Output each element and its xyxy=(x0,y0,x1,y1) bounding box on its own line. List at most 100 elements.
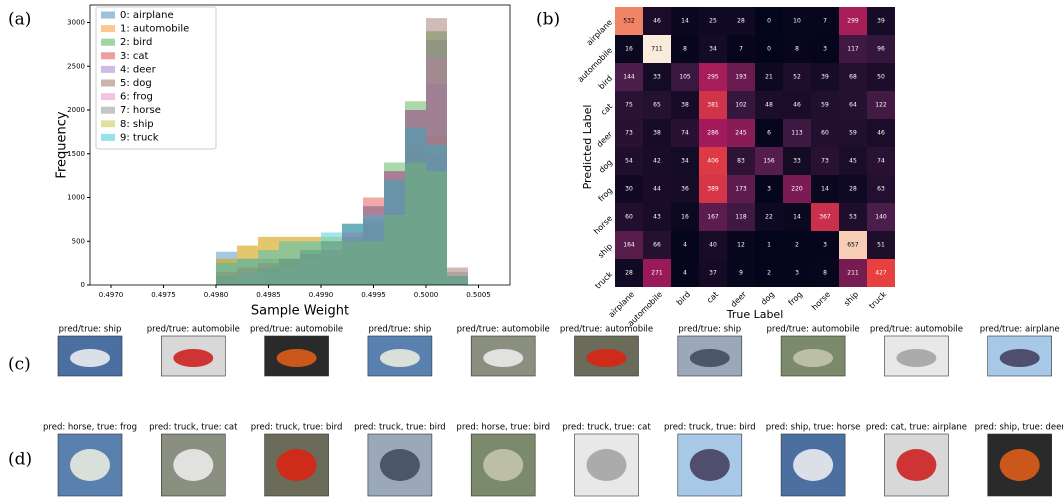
legend-swatch xyxy=(101,52,115,59)
cell-value: 7 xyxy=(739,46,743,53)
legend-swatch xyxy=(101,39,115,46)
cell-value: 406 xyxy=(707,158,719,165)
cell-value: 40 xyxy=(709,242,717,249)
cell-value: 122 xyxy=(875,102,887,109)
cell-value: 14 xyxy=(793,214,801,221)
image-object xyxy=(690,449,730,481)
cell-value: 65 xyxy=(653,102,661,109)
image-object xyxy=(1000,449,1040,481)
image-caption: pred: truck, true: cat xyxy=(562,423,651,433)
cell-value: 0 xyxy=(767,18,771,25)
cell-value: 53 xyxy=(849,214,857,221)
cell-value: 45 xyxy=(849,158,857,165)
cell-value: 34 xyxy=(709,46,717,53)
image-caption: pred/true: automobile xyxy=(250,325,343,335)
image-caption: pred: ship, true: deer xyxy=(975,423,1063,433)
cell-value: 73 xyxy=(821,158,829,165)
y-tick-label: 500 xyxy=(72,237,85,245)
cell-value: 2 xyxy=(795,242,799,249)
cell-value: 6 xyxy=(767,130,771,137)
image-object xyxy=(690,349,730,367)
cell-value: 43 xyxy=(653,214,661,221)
cell-value: 3 xyxy=(795,270,799,277)
histogram-bar xyxy=(384,180,405,285)
image-caption: pred: truck, true: cat xyxy=(149,423,238,433)
cell-value: 37 xyxy=(709,270,717,277)
figure: (a) (b) (c) (d) 0.49700.49750.49800.4985… xyxy=(0,0,1063,500)
cell-value: 381 xyxy=(707,102,719,109)
image-object xyxy=(587,449,627,481)
image-caption: pred/true: automobile xyxy=(457,325,550,335)
cell-value: 14 xyxy=(821,186,829,193)
cell-value: 74 xyxy=(877,158,885,165)
cell-value: 34 xyxy=(681,158,689,165)
cell-value: 4 xyxy=(683,242,687,249)
cell-value: 42 xyxy=(653,158,661,165)
cell-value: 22 xyxy=(765,214,773,221)
cell-value: 102 xyxy=(735,102,747,109)
x-tick-label: 0.4970 xyxy=(99,291,124,299)
legend-label: 1: automobile xyxy=(120,24,189,35)
cell-value: 711 xyxy=(651,46,663,53)
cell-value: 220 xyxy=(791,186,803,193)
legend-swatch xyxy=(101,93,115,100)
cell-value: 367 xyxy=(819,214,831,221)
cell-value: 657 xyxy=(847,242,859,249)
cell-value: 14 xyxy=(681,18,689,25)
legend-label: 9: truck xyxy=(120,132,159,143)
histogram-bar xyxy=(405,128,426,286)
image-object xyxy=(793,349,833,367)
cell-value: 10 xyxy=(793,18,801,25)
cell-value: 66 xyxy=(653,242,661,249)
cell-value: 54 xyxy=(625,158,633,165)
cell-value: 96 xyxy=(877,46,885,53)
x-tick-label: dog xyxy=(759,290,776,307)
cell-value: 16 xyxy=(681,214,689,221)
image-caption: pred: ship, true: horse xyxy=(766,423,861,433)
cell-value: 3 xyxy=(823,46,827,53)
cell-value: 74 xyxy=(681,130,689,137)
cell-value: 4 xyxy=(683,270,687,277)
legend-swatch xyxy=(101,80,115,87)
cell-value: 44 xyxy=(653,186,661,193)
cell-value: 193 xyxy=(735,74,747,81)
cell-value: 299 xyxy=(847,18,859,25)
cell-value: 0 xyxy=(767,46,771,53)
legend-swatch xyxy=(101,25,115,32)
cell-value: 39 xyxy=(821,74,829,81)
cell-value: 73 xyxy=(625,130,633,137)
cell-value: 46 xyxy=(793,102,801,109)
cell-value: 50 xyxy=(877,74,885,81)
x-tick-label: 0.5000 xyxy=(414,291,439,299)
cell-value: 9 xyxy=(739,270,743,277)
y-tick-label: cat xyxy=(599,102,614,117)
image-caption: pred: truck, true: bird xyxy=(251,423,343,433)
cell-value: 173 xyxy=(735,186,747,193)
cell-value: 39 xyxy=(877,18,885,25)
cell-value: 167 xyxy=(707,214,719,221)
image-object xyxy=(483,449,523,481)
y-axis-label: Frequency xyxy=(55,111,70,178)
histogram-bar xyxy=(237,259,258,285)
histogram-bar xyxy=(216,263,237,285)
cell-value: 211 xyxy=(847,270,859,277)
cell-value: 8 xyxy=(683,46,687,53)
cell-value: 144 xyxy=(623,74,635,81)
y-tick-label: ship xyxy=(596,242,614,260)
y-tick-label: 1000 xyxy=(67,194,85,202)
x-tick-label: 0.4985 xyxy=(256,291,281,299)
cell-value: 140 xyxy=(875,214,887,221)
legend-label: 7: horse xyxy=(120,105,161,116)
cell-value: 12 xyxy=(737,242,745,249)
cell-value: 60 xyxy=(821,130,829,137)
image-caption: pred: cat, true: airplane xyxy=(866,423,967,433)
legend-label: 0: airplane xyxy=(120,10,174,21)
cell-value: 75 xyxy=(625,102,633,109)
cell-value: 245 xyxy=(735,130,747,137)
x-tick-label: 0.4995 xyxy=(361,291,386,299)
image-object xyxy=(587,349,627,367)
image-caption: pred/true: automobile xyxy=(767,325,860,335)
legend-swatch xyxy=(101,107,115,114)
cell-value: 59 xyxy=(849,130,857,137)
cell-value: 83 xyxy=(737,158,745,165)
